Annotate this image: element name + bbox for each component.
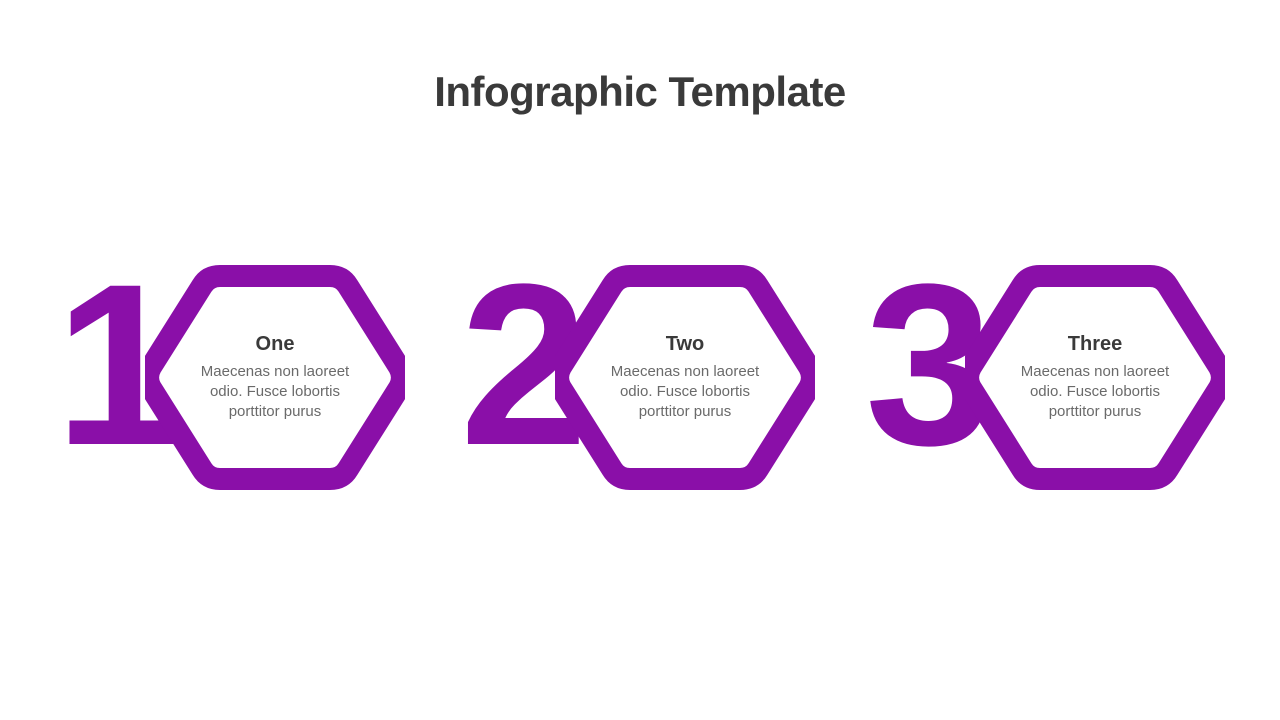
infographic-items: 1 One Maecenas non laoreet odio. Fusce l… xyxy=(0,265,1280,515)
item-title-3: Three xyxy=(1008,333,1183,356)
item-title-2: Two xyxy=(598,333,773,356)
page-title: Infographic Template xyxy=(0,68,1280,116)
item-body-2: Maecenas non laoreet odio. Fusce loborti… xyxy=(598,362,773,423)
infographic-item-3: 3 Three Maecenas non laoreet odio. Fusce… xyxy=(875,265,1225,515)
infographic-item-2: 2 Two Maecenas non laoreet odio. Fusce l… xyxy=(465,265,815,515)
item-title-1: One xyxy=(188,333,363,356)
hexagon-1: One Maecenas non laoreet odio. Fusce lob… xyxy=(145,265,405,490)
item-body-3: Maecenas non laoreet odio. Fusce loborti… xyxy=(1008,362,1183,423)
hexagon-2: Two Maecenas non laoreet odio. Fusce lob… xyxy=(555,265,815,490)
item-body-1: Maecenas non laoreet odio. Fusce loborti… xyxy=(188,362,363,423)
item-number-3: 3 xyxy=(865,250,978,480)
infographic-item-1: 1 One Maecenas non laoreet odio. Fusce l… xyxy=(55,265,405,515)
hexagon-3: Three Maecenas non laoreet odio. Fusce l… xyxy=(965,265,1225,490)
